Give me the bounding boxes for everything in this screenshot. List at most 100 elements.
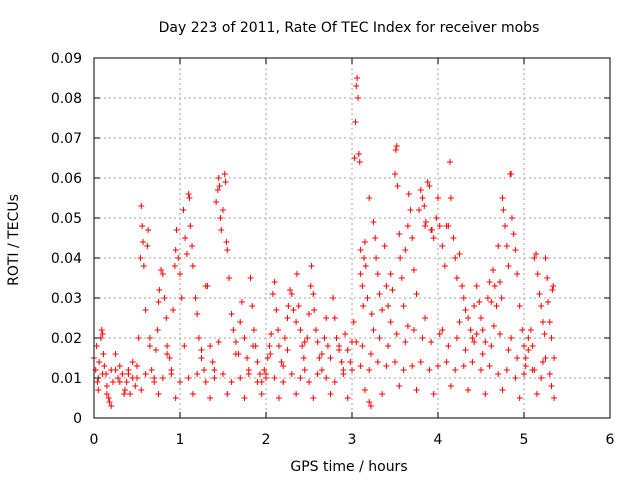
data-point: [192, 295, 199, 301]
data-point: [482, 391, 489, 397]
data-point: [108, 403, 115, 409]
data-point: [142, 371, 149, 377]
data-point: [398, 275, 405, 281]
data-point: [545, 299, 552, 305]
data-point: [214, 187, 221, 193]
data-point: [374, 271, 381, 277]
data-point: [220, 207, 226, 213]
data-point: [181, 343, 188, 349]
data-point: [353, 339, 360, 345]
x-axis-label: GPS time / hours: [290, 459, 407, 475]
data-point: [154, 327, 161, 333]
data-point: [211, 367, 218, 373]
data-point: [264, 355, 271, 361]
data-point: [194, 371, 201, 377]
data-point: [307, 283, 314, 289]
data-point: [516, 303, 523, 309]
data-point: [551, 355, 558, 361]
data-point: [496, 279, 503, 285]
data-point: [327, 355, 334, 361]
data-point: [366, 367, 373, 373]
x-tick-label: 4: [434, 432, 443, 448]
data-points: [91, 75, 558, 409]
chart-title: Day 223 of 2011, Rate Of TEC Index for r…: [159, 20, 540, 36]
data-point: [263, 371, 269, 377]
data-point: [300, 355, 307, 361]
data-point: [488, 299, 495, 305]
data-point: [422, 223, 429, 229]
y-tick-label: 0: [73, 411, 82, 427]
data-point: [460, 295, 467, 301]
data-point: [544, 275, 551, 281]
data-point: [439, 243, 446, 249]
data-point: [119, 371, 126, 377]
data-point: [539, 359, 546, 365]
data-point: [306, 379, 312, 385]
data-point: [456, 319, 463, 325]
data-point: [482, 339, 489, 345]
data-point: [495, 371, 502, 377]
data-point: [268, 331, 275, 337]
data-point: [280, 363, 287, 369]
data-point: [467, 327, 474, 333]
data-point: [202, 379, 209, 385]
data-point: [275, 395, 282, 401]
data-point: [301, 339, 308, 345]
data-point: [426, 183, 433, 189]
data-point: [527, 327, 534, 333]
data-point: [201, 367, 208, 373]
data-point: [139, 223, 146, 229]
data-point: [533, 391, 540, 397]
data-point: [304, 335, 311, 341]
data-point: [99, 371, 106, 377]
data-point: [271, 279, 278, 285]
data-point: [410, 327, 417, 333]
data-point: [436, 331, 443, 337]
data-point: [499, 387, 506, 393]
data-point: [536, 291, 543, 297]
data-point: [357, 271, 364, 277]
data-point: [127, 391, 134, 397]
data-point: [410, 267, 417, 273]
data-point: [95, 387, 102, 393]
y-tick-label: 0.01: [51, 371, 82, 387]
data-point: [293, 319, 300, 325]
data-point: [488, 343, 495, 349]
data-point: [287, 287, 294, 293]
data-point: [103, 391, 110, 397]
data-point: [514, 271, 521, 277]
data-point: [498, 295, 505, 301]
data-point: [216, 183, 223, 189]
data-point: [218, 227, 225, 233]
data-point: [314, 371, 321, 377]
data-point: [310, 395, 317, 401]
data-point: [134, 363, 140, 369]
data-point: [364, 295, 371, 301]
data-point: [140, 263, 147, 269]
data-point: [155, 391, 162, 397]
data-point: [166, 355, 173, 361]
data-point: [503, 243, 510, 249]
data-point: [447, 159, 454, 165]
data-point: [416, 207, 423, 213]
x-tick-labels: 0 1 2 3 4 5 6: [90, 432, 615, 448]
data-point: [387, 319, 394, 325]
data-point: [355, 151, 362, 157]
data-point: [116, 363, 123, 369]
data-point: [522, 355, 529, 361]
data-point: [115, 375, 122, 381]
data-point: [142, 307, 149, 313]
data-point: [311, 307, 318, 313]
data-point: [241, 335, 248, 341]
data-point: [417, 359, 424, 365]
data-point: [94, 379, 101, 385]
data-point: [280, 379, 287, 385]
data-point: [137, 255, 144, 261]
data-point: [550, 283, 557, 289]
data-point: [211, 375, 218, 381]
data-point: [462, 307, 469, 313]
data-point: [175, 255, 182, 261]
data-point: [471, 339, 478, 345]
data-point: [495, 243, 502, 249]
